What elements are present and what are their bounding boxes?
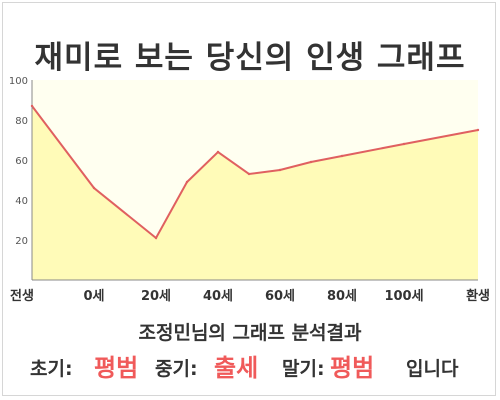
x-tick-label: 20세 [141,289,171,304]
middle-label: 중기: [155,358,198,380]
data-point [185,180,189,184]
x-tick-label: 60세 [265,289,295,304]
x-axis-ticks: 전생 0세 20세 40세 60세 80세 100세 환생 [10,288,490,304]
y-tick-label: 20 [15,236,28,247]
summary-suffix: 입니다 [406,358,459,380]
x-tick-label: 환생 [466,288,490,304]
result-summary: 초기: 평범 중기: 출세 말기: 평범 입니다 [0,346,500,382]
data-point [92,186,96,190]
data-point [278,168,282,172]
result-heading: 조정민님의 그래프 분석결과 [138,322,362,344]
card-frame [2,2,496,396]
page-title: 재미로 보는 당신의 인생 그래프 [34,40,466,76]
data-point [402,142,406,146]
early-value: 평범 [94,354,139,382]
life-area [32,106,478,280]
data-point [309,160,313,164]
y-axis-ticks: 20 40 60 80 100 [9,76,28,247]
data-point [476,128,480,132]
x-tick-label: 0세 [83,289,104,304]
x-tick-label: 80세 [327,289,357,304]
y-tick-label: 100 [9,76,28,87]
middle-value: 출세 [214,354,259,382]
y-tick-label: 60 [15,156,28,167]
data-point [340,154,344,158]
x-tick-label: 100세 [384,289,423,304]
late-value: 평범 [330,354,375,382]
data-point [30,104,34,108]
y-tick-label: 40 [15,196,28,207]
late-label: 말기: [282,358,325,380]
x-tick-label: 전생 [10,288,34,304]
data-point [154,236,158,240]
x-tick-label: 40세 [203,289,233,304]
data-point [247,172,251,176]
y-tick-label: 80 [15,116,28,127]
data-point [216,150,220,154]
early-label: 초기: [30,358,73,380]
